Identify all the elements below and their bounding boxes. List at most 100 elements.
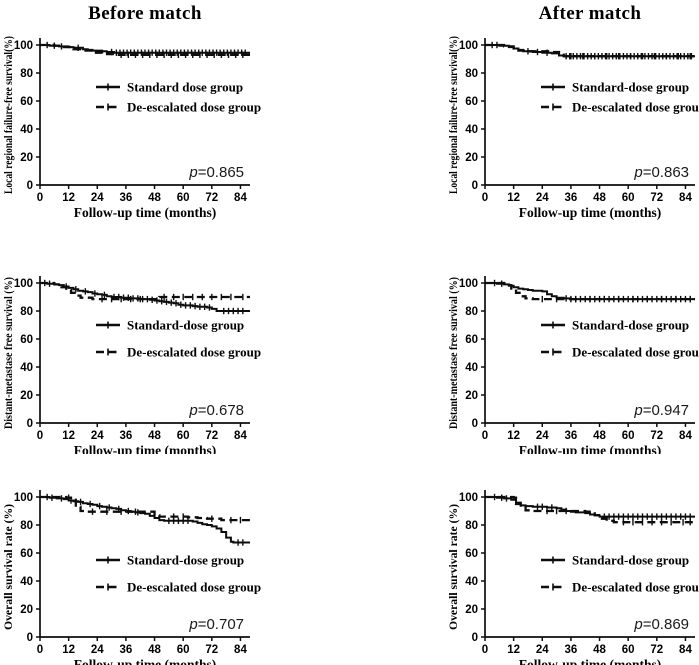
x-tick-label: 12 [507, 644, 520, 656]
y-tick-label: 0 [27, 632, 33, 644]
legend-label: De-escalated dose group [572, 100, 699, 115]
legend-item-standard: Standard-dose group [96, 553, 244, 568]
x-tick-label: 72 [205, 644, 218, 656]
y-axis-title: Local regional failure-free survival(%) [448, 36, 460, 194]
survival-curve-standard [485, 496, 695, 518]
y-tick-label: 0 [472, 632, 478, 644]
y-tick-label: 60 [20, 334, 33, 346]
x-tick-label: 24 [536, 644, 549, 656]
x-tick-label: 72 [205, 192, 218, 204]
x-tick-label: 24 [536, 430, 549, 442]
p-value: p=0.869 [633, 616, 689, 633]
column-title-after-match: After match [538, 3, 642, 24]
y-tick-label: 20 [465, 390, 478, 402]
p-value: p=0.707 [188, 616, 244, 633]
legend-label: Standard-dose group [127, 318, 244, 333]
y-axis-title: Distant-metastase free survival (%) [3, 277, 15, 429]
x-tick-label: 36 [565, 644, 578, 656]
x-tick-label: 0 [37, 192, 43, 204]
x-tick-label: 36 [120, 644, 133, 656]
p-value: p=0.863 [633, 164, 689, 181]
x-axis-title: Follow-up time (months) [74, 205, 217, 220]
x-tick-label: 48 [148, 430, 161, 442]
x-tick-label: 24 [91, 430, 104, 442]
y-tick-label: 100 [14, 492, 33, 504]
y-tick-label: 40 [465, 124, 478, 136]
y-tick-label: 20 [465, 152, 478, 164]
censor-marks-deescalated [570, 53, 691, 60]
p-value: p=0.678 [188, 402, 244, 419]
y-tick-label: 20 [20, 604, 33, 616]
censor-marks-deescalated [67, 494, 242, 524]
legend-item-deescalated: De-escalated dose group [541, 580, 699, 595]
x-tick-label: 12 [507, 430, 520, 442]
y-tick-label: 80 [465, 68, 478, 80]
x-tick-label: 84 [679, 430, 692, 442]
y-tick-label: 80 [20, 520, 33, 532]
x-tick-label: 72 [650, 644, 663, 656]
x-tick-label: 48 [148, 644, 161, 656]
y-tick-label: 100 [459, 278, 478, 290]
x-tick-label: 84 [234, 644, 247, 656]
x-tick-label: 0 [37, 430, 43, 442]
x-tick-label: 24 [91, 644, 104, 656]
y-tick-label: 80 [20, 68, 33, 80]
x-tick-label: 60 [622, 430, 635, 442]
y-axis-title: Local regional failure-free survival(%) [3, 36, 15, 194]
p-value: p=0.947 [633, 402, 689, 419]
y-tick-label: 60 [465, 96, 478, 108]
x-axis-title: Follow-up time (months) [519, 205, 662, 220]
y-tick-label: 80 [465, 520, 478, 532]
survival-curve-deescalated [485, 281, 695, 301]
x-tick-label: 72 [650, 192, 663, 204]
survival-curve-standard [40, 282, 250, 312]
y-tick-label: 60 [20, 548, 33, 560]
column-title-before-match: Before match [88, 3, 202, 24]
x-tick-label: 48 [593, 644, 606, 656]
legend-item-standard: Standard-dose group [541, 318, 689, 333]
panel-after-distant-metastase: 0 20 40 60 80 100 0 12 24 36 48 60 72 84 Distant-metas… [350, 242, 699, 459]
x-tick-label: 84 [679, 644, 692, 656]
km-chart-after-overall-survival: 0 20 40 60 80 100 0 12 24 36 48 60 72 84 Overall survi… [448, 490, 699, 665]
censor-marks-standard [46, 493, 244, 546]
km-chart-before-local-regional: 0 20 40 60 80 100 0 12 24 36 48 60 72 84 Local regiona… [3, 36, 261, 220]
legend-label: Standard-dose group [127, 553, 244, 568]
x-tick-label: 24 [536, 192, 549, 204]
x-tick-label: 72 [650, 430, 663, 442]
x-tick-label: 0 [37, 644, 43, 656]
y-tick-label: 80 [465, 306, 478, 318]
legend-item-standard: Standard-dose group [541, 80, 689, 95]
survival-curve-deescalated [485, 495, 695, 524]
survival-curve-deescalated [40, 281, 250, 301]
km-chart-before-overall-survival: 0 20 40 60 80 100 0 12 24 36 48 60 72 84 Overall survi… [3, 490, 261, 665]
x-axis-title: Follow-up time (months) [519, 657, 662, 665]
censor-marks-deescalated [101, 293, 244, 303]
legend-item-deescalated: De-escalated dose group [96, 580, 261, 595]
legend-label: Standard-dose group [572, 553, 689, 568]
legend-label: De-escalated dose group [127, 100, 261, 115]
x-tick-label: 12 [62, 644, 75, 656]
legend-item-deescalated: De-escalated dose group [541, 345, 699, 360]
y-tick-label: 0 [27, 418, 33, 430]
x-tick-label: 48 [148, 192, 161, 204]
y-tick-label: 20 [20, 152, 33, 164]
legend-item-deescalated: De-escalated dose group [96, 345, 261, 360]
legend-item-standard: Standard-dose group [541, 553, 689, 568]
panel-before-distant-metastase: 0 20 40 60 80 100 0 12 24 36 48 60 72 84 Distant-metas… [0, 242, 350, 459]
legend-label: Standard-dose group [572, 318, 689, 333]
survival-curve-deescalated [40, 495, 250, 522]
y-tick-label: 40 [465, 362, 478, 374]
panel-before-local-regional: 0 20 40 60 80 100 0 12 24 36 48 60 72 84 Local regiona… [0, 30, 350, 247]
legend-label: De-escalated dose group [127, 580, 261, 595]
x-tick-label: 48 [593, 192, 606, 204]
censor-marks-deescalated [120, 51, 244, 58]
censor-marks-standard [493, 493, 691, 520]
x-tick-label: 84 [679, 192, 692, 204]
y-axis-title: Distant-metastase free survival (%) [448, 277, 460, 429]
panel-after-local-regional: 0 20 40 60 80 100 0 12 24 36 48 60 72 84 Local regiona… [350, 30, 699, 247]
y-tick-label: 40 [20, 362, 33, 374]
legend-label: De-escalated dose group [572, 345, 699, 360]
y-tick-label: 20 [20, 390, 33, 402]
x-tick-label: 36 [565, 430, 578, 442]
